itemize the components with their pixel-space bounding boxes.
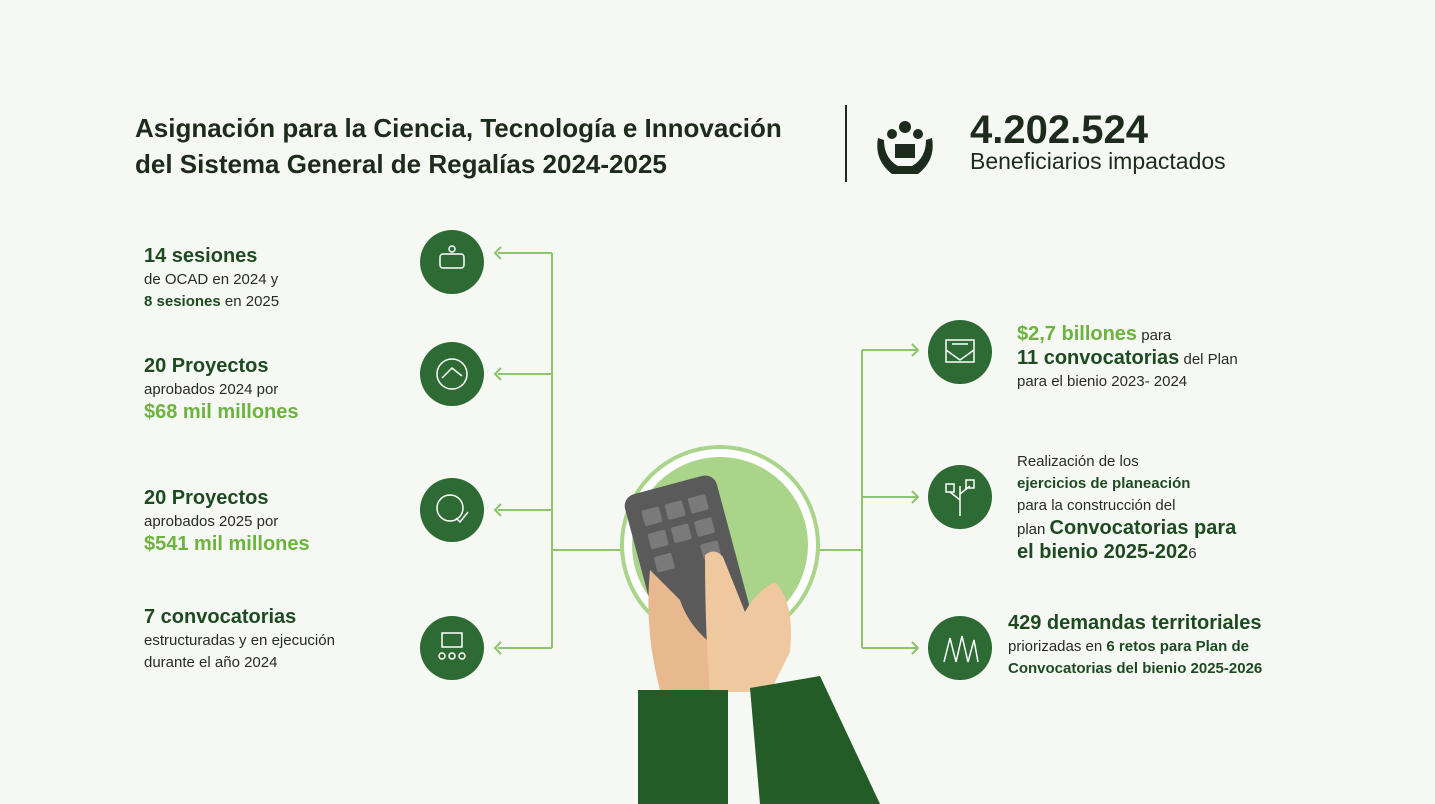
item-text: para el bienio 2023- 2024 [1017,373,1188,390]
item-line: durante el año 2024 [144,652,335,674]
stat-number: 4.202.524 [970,108,1148,152]
item-line: para el bienio 2023- 2024 [1017,371,1238,393]
info-item: 20 Proyectos aprobados 2024 por $68 mil mi… [144,355,299,425]
info-item: 20 Proyectos aprobados 2025 por $541 mil m… [144,487,310,557]
info-item: 14 sesiones de OCAD en 2024 y 8 sesiones e… [144,245,279,313]
item-line: aprobados 2024 por [144,379,299,401]
item-text: ejercicios de planeación [1017,475,1191,492]
info-item: $2,7 billones para 11 convocatorias del P… [1017,323,1238,393]
item-text: 8 sesiones [144,293,221,310]
item-line: 8 sesiones en 2025 [144,291,279,313]
left-arrows [493,246,502,655]
info-item: 429 demandas territoriales priorizadas en… [1008,612,1262,680]
item-line: 11 convocatorias del Plan [1017,347,1238,371]
title-line: del Sistema General de Regalías 2024-202… [135,149,667,179]
info-item: 7 convocatorias estructuradas y en ejecuc… [144,606,335,674]
item-text: para [1137,327,1172,344]
item-text: en 2025 [220,293,280,310]
item-text: priorizadas en [1008,638,1107,655]
item-line: aprobados 2025 por [144,511,310,533]
item-line: Convocatorias del bienio 2025-2026 [1008,658,1262,680]
item-line: $68 mil millones [144,401,299,425]
title-line: Asignación para la Ciencia, Tecnología e… [135,113,782,143]
item-text: el bienio 2025-202 [1017,541,1189,563]
item-text: estructuradas y en ejecución [144,632,335,649]
item-text: Convocatorias del bienio 2025-2026 [1008,660,1263,677]
item-text: plan [1017,521,1050,538]
item-line: ejercicios de planeación [1017,473,1236,495]
item-text: Realización de los [1017,453,1139,470]
item-text: durante el año 2024 [144,654,278,671]
beneficiaries-icon [877,121,933,174]
item-line: plan Convocatorias para [1017,517,1236,541]
item-line: priorizadas en 6 retos para Plan de [1008,636,1262,658]
item-line: 14 sesiones [144,245,279,269]
info-item: Realización de los ejercicios de planeaci… [1017,451,1236,565]
phone-illustration [620,445,880,804]
item-text: Convocatorias para [1049,517,1237,539]
stat-label: Beneficiarios impactados [970,148,1226,174]
item-text: 7 convocatorias [144,606,297,628]
right-connector [795,349,918,649]
item-text: 6 retos para Plan de [1106,638,1249,655]
item-line: $2,7 billones para [1017,323,1238,347]
right-arrows [911,343,920,655]
item-text: 20 Proyectos [144,355,269,377]
item-line: Realización de los [1017,451,1236,473]
item-text: $541 mil millones [144,533,310,555]
item-text: 14 sesiones [144,245,258,267]
icon-glyphs [436,245,979,663]
item-text: 20 Proyectos [144,487,269,509]
item-text: 11 convocatorias [1017,347,1180,369]
item-text: $2,7 billones [1017,323,1138,345]
item-line: el bienio 2025-2026 [1017,541,1236,565]
item-text: aprobados 2024 por [144,381,279,398]
item-line: estructuradas y en ejecución [144,630,335,652]
item-text: 6 [1188,545,1197,562]
item-line: de OCAD en 2024 y [144,269,279,291]
item-text: aprobados 2025 por [144,513,279,530]
left-connector [498,252,625,649]
item-text: de OCAD en 2024 y [144,271,279,288]
item-line: $541 mil millones [144,533,310,557]
connectors [493,246,920,655]
item-text: 429 demandas territoriales [1008,612,1262,634]
title: Asignación para la Ciencia, Tecnología e… [135,110,782,182]
item-line: 429 demandas territoriales [1008,612,1262,636]
item-line: 20 Proyectos [144,355,299,379]
item-text: $68 mil millones [144,401,299,423]
item-line: para la construcción del [1017,495,1236,517]
item-line: 7 convocatorias [144,606,335,630]
item-text: para la construcción del [1017,497,1176,514]
item-text: del Plan [1179,351,1238,368]
item-line: 20 Proyectos [144,487,310,511]
